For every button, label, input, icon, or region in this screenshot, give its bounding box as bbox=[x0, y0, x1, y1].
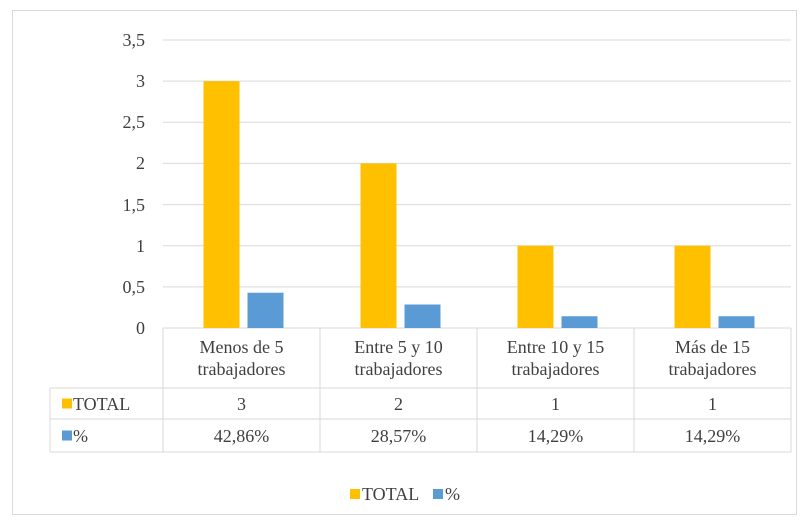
legend-label: TOTAL bbox=[362, 484, 420, 504]
chart-border bbox=[12, 10, 797, 515]
legend-key bbox=[433, 489, 443, 499]
y-tick-label: 2,5 bbox=[122, 112, 146, 133]
legend-label: % bbox=[445, 484, 460, 504]
y-tick-label: 0 bbox=[136, 318, 145, 338]
y-tick-label: 3,5 bbox=[122, 30, 146, 50]
table-legend-key bbox=[62, 430, 72, 441]
bar bbox=[561, 316, 598, 328]
table-value: 2 bbox=[394, 393, 403, 414]
x-tick-label: Menos de 5 trabajadores bbox=[197, 337, 286, 379]
y-tick-label: 1 bbox=[136, 235, 145, 256]
y-tick-label: 3 bbox=[136, 71, 145, 92]
table-value: 1 bbox=[708, 393, 717, 414]
bar bbox=[203, 81, 240, 329]
x-tick-label: Entre 10 y 15 trabajadores bbox=[506, 337, 605, 379]
bar bbox=[517, 245, 554, 328]
table-value: 28,57% bbox=[370, 425, 427, 446]
x-tick-label: Más de 15 trabajadores bbox=[668, 337, 757, 379]
bar bbox=[360, 163, 397, 328]
table-value: 1 bbox=[551, 393, 560, 414]
table-value: 14,29% bbox=[684, 425, 741, 446]
y-tick-label: 0,5 bbox=[122, 276, 146, 297]
table-value: 42,86% bbox=[213, 425, 270, 446]
y-tick-label: 2 bbox=[136, 153, 145, 174]
bar bbox=[718, 316, 755, 328]
bar bbox=[674, 245, 711, 328]
y-tick-label: 1,5 bbox=[122, 194, 146, 215]
table-series-name: TOTAL bbox=[73, 393, 131, 414]
bar bbox=[404, 304, 441, 328]
table-value: 3 bbox=[237, 393, 246, 414]
x-tick-label: Entre 5 y 10 trabajadores bbox=[354, 337, 443, 379]
legend-key bbox=[350, 489, 360, 499]
table-value: 14,29% bbox=[527, 425, 584, 446]
table-series-name: % bbox=[73, 425, 88, 446]
table-legend-key bbox=[62, 398, 72, 409]
bar bbox=[247, 292, 284, 328]
